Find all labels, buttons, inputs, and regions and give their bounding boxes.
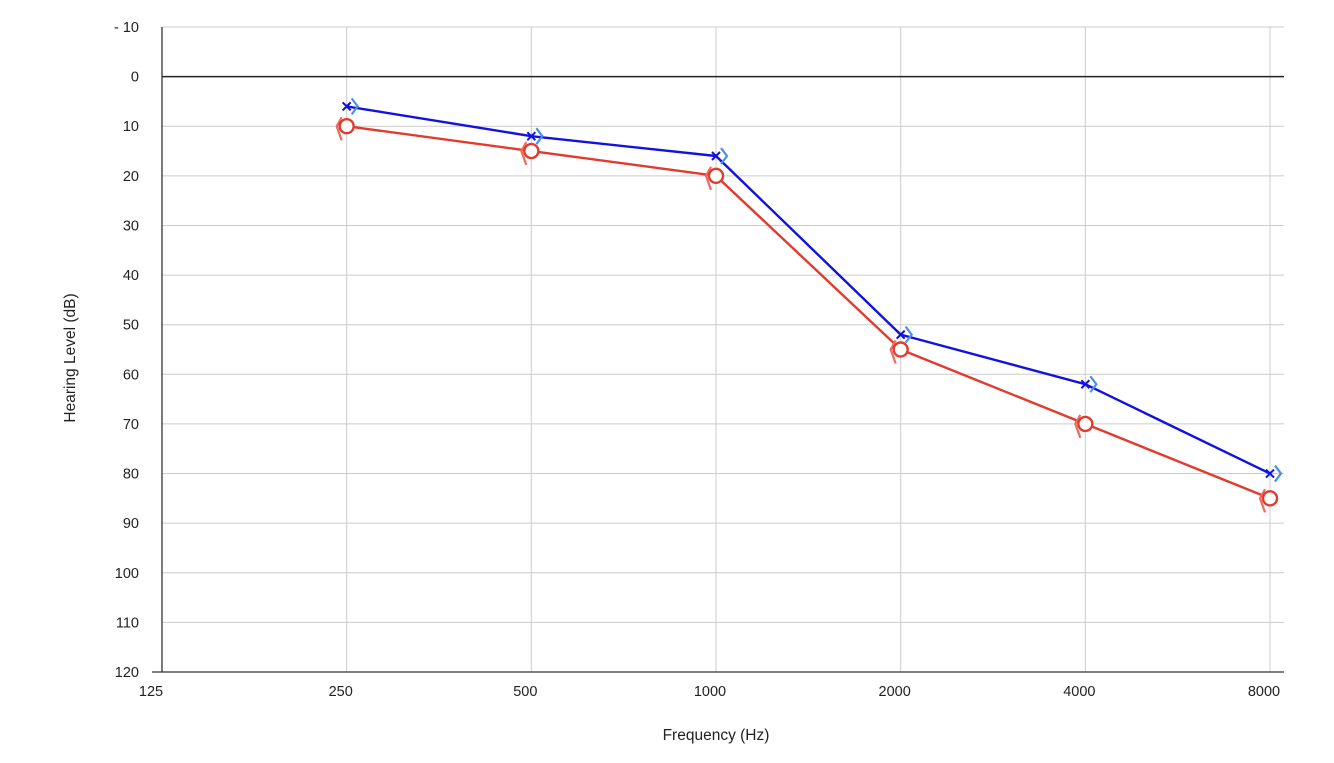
bracket-marker <box>335 116 343 141</box>
series-line <box>346 125 1271 500</box>
y-tick-label: 120 <box>115 665 139 681</box>
y-tick-label: 110 <box>116 615 139 631</box>
bracket-marker <box>535 127 544 145</box>
circle-marker <box>892 341 909 358</box>
x-marker <box>1265 468 1275 479</box>
y-tick-label: 30 <box>123 218 139 234</box>
x-tick-label: 4000 <box>1063 684 1095 700</box>
y-tick-label: 40 <box>123 268 139 284</box>
bracket-marker <box>720 147 729 165</box>
circle-marker <box>1077 415 1094 433</box>
x-marker <box>341 101 352 112</box>
y-tick-label: 80 <box>123 467 139 483</box>
y-tick-label: 20 <box>123 169 139 185</box>
x-axis-title: Frequency (Hz) <box>663 727 770 744</box>
circle-marker <box>707 167 725 185</box>
series-layer <box>335 97 1283 513</box>
y-axis-title: Hearing Level (dB) <box>62 293 79 422</box>
x-marker <box>895 329 906 340</box>
circle-marker <box>523 142 540 160</box>
y-tick-label: 90 <box>123 516 139 532</box>
series-1 <box>335 116 1279 513</box>
x-tick-label: 250 <box>329 684 353 700</box>
x-tick-label: 500 <box>513 684 537 700</box>
x-tick-label: 1000 <box>694 684 726 700</box>
bracket-marker <box>1258 488 1267 513</box>
bracket-marker <box>904 325 914 344</box>
circle-marker <box>338 118 355 135</box>
circle-marker <box>1261 490 1279 507</box>
gridlines <box>162 26 1284 673</box>
bracket-marker <box>1074 414 1082 439</box>
bracket-marker <box>520 141 528 166</box>
bracket-marker <box>889 339 897 364</box>
x-tick-label: 125 <box>139 684 163 700</box>
x-tick-label: 2000 <box>879 684 911 700</box>
axes <box>152 27 1284 673</box>
y-tick-label: 60 <box>123 367 139 383</box>
y-tick-label: - 10 <box>114 20 139 36</box>
bracket-marker <box>1089 375 1098 393</box>
y-tick-label: 10 <box>123 119 139 135</box>
y-tick-label: 50 <box>123 318 139 334</box>
series-0 <box>341 97 1283 483</box>
x-marker <box>711 151 721 161</box>
x-tick-label: 8000 <box>1248 684 1280 700</box>
bracket-marker <box>1274 464 1283 483</box>
bracket-marker <box>350 97 360 116</box>
series-line <box>346 105 1271 475</box>
y-tick-label: 70 <box>123 417 139 433</box>
x-marker <box>1080 379 1091 389</box>
y-tick-label: 100 <box>115 566 139 582</box>
y-tick-label: 0 <box>131 70 139 86</box>
y-tick-labels: - 10 0 10 20 30 40 50 60 70 80 90 100 110 120 <box>114 20 139 681</box>
bracket-marker <box>704 166 713 191</box>
x-tick-labels: 125 250 500 1000 2000 4000 8000 <box>139 684 1280 700</box>
x-marker <box>526 131 537 141</box>
